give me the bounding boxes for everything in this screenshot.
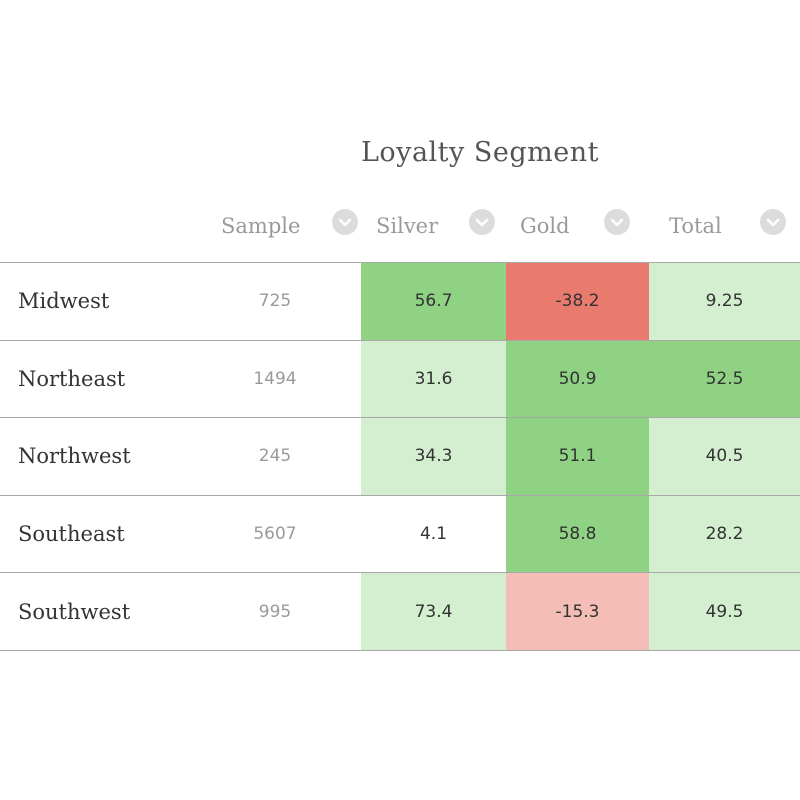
- row-divider: [0, 572, 800, 573]
- cell-northeast-silver: 31.6: [361, 340, 506, 418]
- row-label-northeast: Northeast: [18, 366, 126, 391]
- cell-southeast-silver: 4.1: [361, 495, 506, 573]
- cell-northeast-sample: 1494: [253, 368, 297, 389]
- sort-silver-button[interactable]: [469, 209, 495, 235]
- chevron-down-icon: [338, 218, 352, 227]
- cell-midwest-silver: 56.7: [361, 263, 506, 340]
- sort-sample-button[interactable]: [332, 209, 358, 235]
- row-label-northwest: Northwest: [18, 444, 131, 469]
- sort-gold-button[interactable]: [604, 209, 630, 235]
- cell-northwest-gold: 51.1: [506, 418, 649, 495]
- row-divider: [0, 417, 800, 418]
- chevron-down-icon: [766, 218, 780, 227]
- row-label-midwest: Midwest: [18, 289, 110, 314]
- chevron-down-icon: [475, 218, 489, 227]
- table-top-border: [0, 262, 800, 263]
- column-header-sample: Sample: [221, 214, 301, 238]
- cell-southwest-silver: 73.4: [361, 573, 506, 650]
- column-header-gold: Gold: [520, 214, 570, 238]
- cell-northwest-silver: 34.3: [361, 418, 506, 495]
- cell-southwest-total: 49.5: [649, 573, 800, 650]
- cell-northwest-sample: 245: [258, 446, 292, 467]
- cell-midwest-total: 9.25: [649, 263, 800, 340]
- row-label-southeast: Southeast: [18, 522, 125, 547]
- cell-midwest-sample: 725: [258, 291, 292, 312]
- cell-southwest-sample: 995: [258, 601, 292, 622]
- cell-southeast-gold: 58.8: [506, 495, 649, 573]
- row-divider: [0, 650, 800, 651]
- row-divider: [0, 340, 800, 341]
- column-header-total: Total: [669, 214, 722, 238]
- column-header-silver: Silver: [376, 214, 439, 238]
- cell-midwest-gold: -38.2: [506, 263, 649, 340]
- row-label-southwest: Southwest: [18, 599, 131, 624]
- chevron-down-icon: [610, 218, 624, 227]
- cell-southeast-total: 28.2: [649, 495, 800, 573]
- cell-northwest-total: 40.5: [649, 418, 800, 495]
- table-title: Loyalty Segment: [361, 137, 599, 168]
- row-divider: [0, 495, 800, 496]
- cell-southwest-gold: -15.3: [506, 573, 649, 650]
- cell-southeast-sample: 5607: [253, 524, 297, 545]
- cell-northeast-gold: 50.9: [506, 340, 649, 418]
- cell-northeast-total: 52.5: [649, 340, 800, 418]
- sort-total-button[interactable]: [760, 209, 786, 235]
